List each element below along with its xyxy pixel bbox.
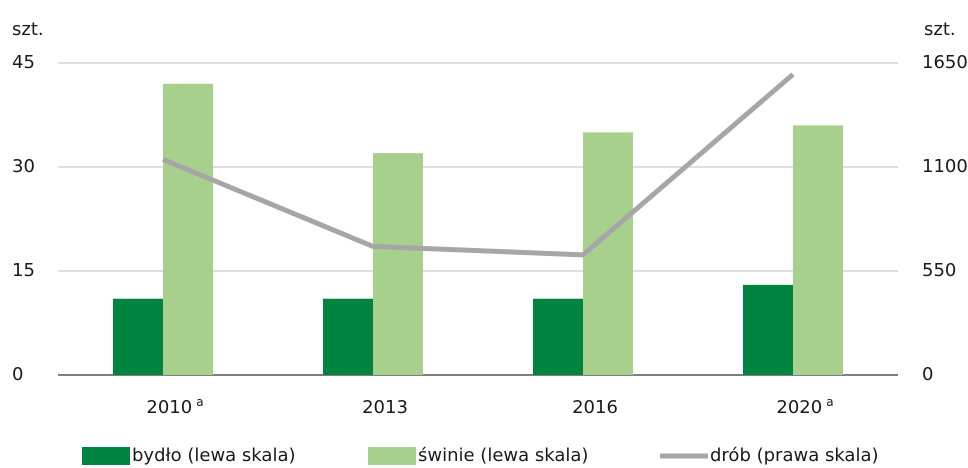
bar bbox=[583, 132, 633, 375]
bar bbox=[323, 298, 373, 375]
y2-tick-label: 0 bbox=[922, 364, 933, 385]
y2-tick-label: 1650 bbox=[922, 52, 968, 73]
y-tick-label: 0 bbox=[12, 364, 23, 385]
x-tick-text: 2010 bbox=[146, 397, 192, 418]
y2-tick-label: 1100 bbox=[922, 156, 968, 177]
x-tick-label: 2016 bbox=[572, 397, 618, 418]
legend-label: bydło (lewa skala) bbox=[132, 445, 296, 466]
y-tick-label: 15 bbox=[12, 260, 35, 281]
x-tick-label: 2013 bbox=[362, 397, 408, 418]
y-axis-unit: szt. bbox=[12, 19, 44, 40]
legend-swatch bbox=[368, 447, 416, 465]
x-tick-note: a bbox=[826, 395, 833, 409]
legend-swatch bbox=[82, 447, 130, 465]
x-tick-label: 2020 a bbox=[776, 395, 833, 419]
y2-axis-unit: szt. bbox=[924, 19, 956, 40]
bar bbox=[113, 298, 163, 375]
x-tick-label: 2010 a bbox=[146, 395, 203, 419]
bar bbox=[743, 284, 793, 375]
y-tick-label: 45 bbox=[12, 52, 35, 73]
x-tick-note: a bbox=[196, 395, 203, 409]
line bbox=[162, 72, 795, 258]
legend-label: drób (prawa skala) bbox=[710, 445, 879, 466]
x-tick-text: 2016 bbox=[572, 397, 618, 418]
y-tick-label: 30 bbox=[12, 156, 35, 177]
x-tick-text: 2013 bbox=[362, 397, 408, 418]
bar bbox=[533, 298, 583, 375]
y2-tick-label: 550 bbox=[922, 260, 956, 281]
bar bbox=[163, 83, 213, 376]
x-tick-text: 2020 bbox=[776, 397, 822, 418]
bar bbox=[793, 125, 843, 376]
legend-label: świnie (lewa skala) bbox=[418, 445, 588, 466]
bar bbox=[373, 153, 423, 375]
